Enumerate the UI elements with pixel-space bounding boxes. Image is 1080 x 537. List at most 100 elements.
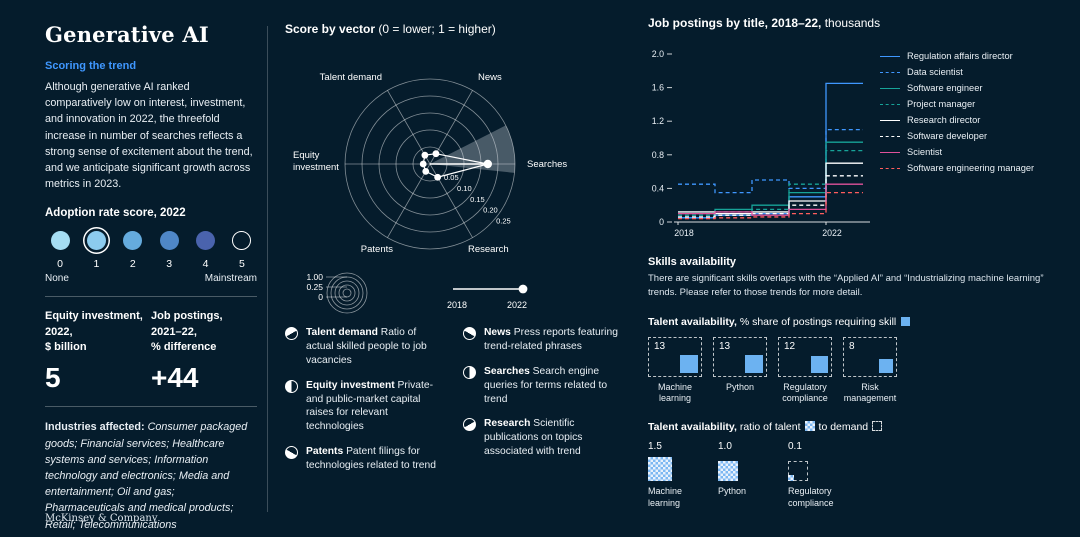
series-software-engineering-manager: [678, 191, 863, 220]
legend-label: Software engineer: [907, 83, 983, 93]
score-dot-searches: [483, 159, 492, 169]
adoption-score-number: 3: [166, 258, 173, 271]
share-box: 8: [843, 336, 897, 377]
adoption-score-scale: 0 1 2 3 4 5: [45, 229, 257, 270]
job-postings-legend: Regulation affairs director Data scientis…: [880, 48, 1034, 176]
vector-legend-item-research: Research Scientific publications on topi…: [463, 417, 623, 459]
vector-legend-item-patents: Patents Patent filings for technologies …: [285, 445, 445, 473]
share-box: 12: [778, 336, 832, 377]
scale-ring: [330, 276, 364, 310]
talent-ratio-label-mid: ratio of talent: [736, 420, 801, 433]
y-tick-label: 0: [659, 217, 664, 227]
vector-legend-item-searches: Searches Search engine queries for terms…: [463, 365, 623, 407]
talent-share-label-rest: % share of postings requiring skill: [736, 315, 897, 328]
adoption-score-number: 2: [129, 258, 136, 271]
talent-square: [788, 474, 794, 481]
ratio-box: [788, 455, 842, 481]
adoption-dot: [123, 231, 143, 251]
adoption-min-label: None: [45, 273, 69, 285]
talent-pattern-icon: [804, 420, 815, 431]
scale-ring: [326, 272, 368, 314]
vector-chart-title: Score by vector (0 = lower; 1 = higher): [285, 22, 633, 36]
skills-availability-title: Skills availability: [648, 256, 737, 268]
share-value: 13: [654, 340, 666, 352]
equity-investment-direction-icon: [285, 379, 298, 393]
talent-ratio-label: Talent availability, ratio of talent to d…: [648, 420, 1052, 433]
skill-share-regulatory-compliance: 12 Regulatory compliance: [778, 336, 832, 405]
radar-axis: [387, 163, 431, 238]
adoption-scale-endpoints: None Mainstream: [45, 273, 257, 284]
share-square: [680, 354, 698, 373]
adoption-score-number: 4: [202, 258, 209, 271]
radar-ring-label: 0.05: [444, 173, 459, 182]
y-tick-label: 0.4: [652, 183, 664, 193]
vector-legend-column-left: Talent demand Ratio of actual skilled pe…: [285, 326, 445, 484]
legend-line-sample: [880, 167, 900, 169]
industries-affected: Industries affected: Consumer packaged g…: [45, 419, 257, 532]
adoption-score-4: 4: [191, 229, 221, 270]
adoption-score-number: 1: [93, 258, 100, 271]
skill-share-machine-learning: 13 Machine learning: [648, 336, 702, 405]
x-tick-label: 2018: [674, 228, 694, 238]
adoption-score-title: Adoption rate score, 2022: [45, 207, 186, 220]
share-square-icon: [901, 316, 911, 326]
page-title: Generative AI: [45, 22, 209, 47]
talent-square: [648, 456, 672, 481]
legend-row-regulation-affairs-director: Regulation affairs director: [880, 48, 1034, 64]
talent-ratio-python: 1.0 Python: [718, 441, 772, 509]
skill-share-python: 13 Python: [713, 336, 767, 405]
legend-row-software-engineer: Software engineer: [880, 80, 1034, 96]
adoption-score-1: 1: [81, 229, 111, 270]
period-end-label: 2022: [507, 300, 527, 310]
vector-legend-text: Patents Patent filings for technologies …: [306, 446, 436, 472]
skill-share-risk-management: 8 Risk management: [843, 336, 897, 405]
share-square: [811, 355, 828, 373]
share-value: 8: [849, 340, 855, 352]
scale-label: 0.25: [306, 282, 323, 292]
legend-row-software-developer: Software developer: [880, 128, 1034, 144]
jobs-title-rest: thousands: [821, 16, 881, 30]
score-dot-talent-demand: [421, 151, 429, 159]
y-tick-label: 1.6: [652, 83, 664, 93]
legend-row-project-manager: Project manager: [880, 96, 1034, 112]
job-postings-and-skills-panel: Job postings by title, 2018–22, thousand…: [648, 16, 1052, 509]
ratio-box: [718, 455, 772, 481]
vector-legend-text: Searches Search engine queries for terms…: [484, 365, 608, 405]
industries-list: Consumer packaged goods; Financial servi…: [45, 421, 248, 531]
series-scientist: [678, 183, 863, 216]
talent-ratio-regulatory-compliance: 0.1 Regulatory compliance: [788, 441, 842, 509]
divider: [45, 296, 257, 298]
score-by-vector-panel: Score by vector (0 = lower; 1 = higher) …: [285, 22, 633, 484]
talent-ratio-machine-learning: 1.5 Machine learning: [648, 441, 702, 509]
ratio-box: [648, 455, 702, 481]
vector-legend-text: Talent demand Ratio of actual skilled pe…: [306, 327, 427, 366]
share-box: 13: [648, 336, 702, 377]
legend-line-sample: [880, 119, 900, 121]
x-tick-label: 2022: [822, 228, 842, 238]
radar-axis-label-news: News: [478, 72, 502, 83]
job-postings-title: Job postings by title, 2018–22, thousand…: [648, 16, 1052, 30]
ratio-category-label: Machine learning: [648, 485, 683, 508]
legend-line-sample: [880, 55, 900, 57]
share-value: 13: [719, 340, 731, 352]
research-direction-icon: [463, 418, 476, 432]
score-dot-equity-investment: [419, 160, 427, 168]
radar-ring-label: 0.15: [470, 195, 485, 204]
stat-1: Job postings, 2021–22, % difference +44: [151, 309, 257, 394]
legend-line-sample: [880, 71, 900, 73]
vector-legend-text: News Press reports featuring trend-relat…: [484, 327, 618, 352]
radar-axis-label-research: Research: [468, 244, 509, 255]
talent-demand-direction-icon: [285, 327, 298, 340]
radar-axis-label-searches: Searches: [527, 159, 567, 170]
series-software-developer: [678, 175, 863, 218]
divider: [45, 406, 257, 408]
adoption-dot-selected: [86, 231, 106, 251]
talent-ratio-label-end: to demand: [818, 420, 869, 433]
score-dot-news: [432, 150, 440, 158]
vector-legend-item-equity-investment: Equity investment Private- and public-ma…: [285, 379, 445, 435]
stat-value: 5: [45, 362, 61, 394]
stat-value: +44: [151, 362, 199, 394]
adoption-dot: [159, 231, 179, 251]
stat-label: Job postings, 2021–22, % difference: [151, 310, 223, 354]
job-postings-step-chart: 2.0 1.6 1.2 0.8 0.4 0 2018 2022: [652, 49, 870, 238]
